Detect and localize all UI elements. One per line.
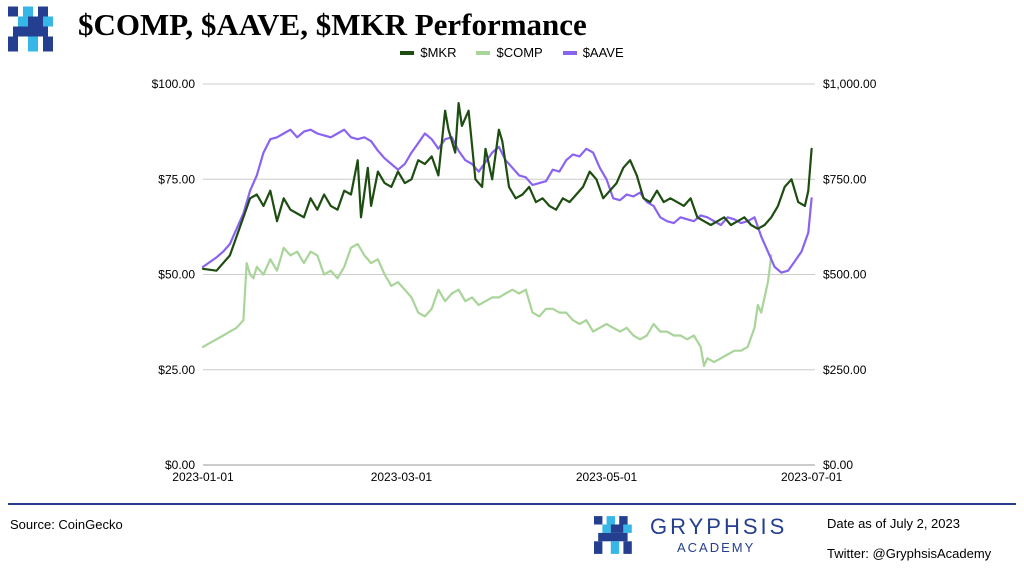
series-line-mkr [201, 101, 813, 272]
x-tick-label: 2023-07-01 [781, 470, 843, 484]
legend-item-aave: $AAVE [562, 45, 624, 60]
y-right-tick-label: $500.00 [823, 268, 867, 282]
brand-block: GRYPHSIS ACADEMY [594, 514, 794, 558]
chart-grid [203, 83, 815, 466]
y-right-tick-label: $750.00 [823, 172, 867, 186]
legend-label-aave: $AAVE [582, 45, 624, 60]
twitter-handle: Twitter: @GryphsisAcademy [827, 546, 992, 561]
legend-item-comp: $COMP [476, 45, 543, 60]
footer-divider [8, 503, 1016, 505]
y-left-tick-label: $75.00 [158, 172, 195, 186]
y-left-tick-label: $50.00 [158, 268, 195, 282]
legend-swatch-mkr [400, 50, 415, 55]
chart-series [201, 101, 813, 367]
brand-subtitle: ACADEMY [677, 540, 756, 555]
y-right-tick-label: $250.00 [823, 363, 867, 377]
legend-swatch-aave [562, 50, 577, 55]
line-chart: $0.00 $0.00 $25.00 $250.00 $50.00 $500.00 $75.… [152, 77, 877, 484]
x-tick-label: 2023-05-01 [576, 470, 638, 484]
series-line-aave [201, 128, 813, 274]
x-tick-label: 2023-01-01 [172, 470, 234, 484]
series-line-comp [201, 242, 773, 367]
y-left-tick-label: $100.00 [152, 77, 196, 91]
legend-swatch-comp [476, 50, 491, 55]
chart-legend: $MKR $COMP $AAVE [0, 45, 1024, 60]
chart-title: $COMP, $AAVE, $MKR Performance [78, 7, 587, 42]
y-right-tick-label: $0.00 [823, 458, 853, 472]
gryphon-logo [8, 6, 53, 52]
legend-label-mkr: $MKR [420, 45, 457, 60]
chart-axes: $0.00 $0.00 $25.00 $250.00 $50.00 $500.00 $75.… [152, 77, 877, 484]
legend-item-mkr: $MKR [400, 45, 456, 60]
brand-name: GRYPHSIS [650, 514, 788, 539]
y-right-tick-label: $1,000.00 [823, 77, 877, 91]
gryphon-brand-icon [594, 516, 632, 554]
source-note: Source: CoinGecko [10, 517, 123, 532]
legend-label-comp: $COMP [496, 45, 543, 60]
date-note: Date as of July 2, 2023 [827, 516, 960, 531]
y-left-tick-label: $0.00 [165, 458, 195, 472]
y-left-tick-label: $25.00 [158, 363, 195, 377]
x-tick-label: 2023-03-01 [371, 470, 433, 484]
